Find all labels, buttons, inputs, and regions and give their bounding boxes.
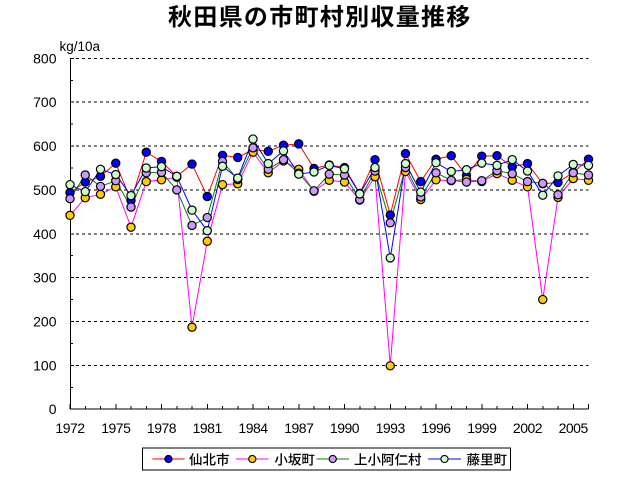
svg-text:2002: 2002 [513,420,543,436]
svg-text:600: 600 [33,138,57,154]
svg-text:1984: 1984 [238,420,268,436]
svg-text:1987: 1987 [284,420,314,436]
svg-text:1990: 1990 [330,420,360,436]
svg-text:700: 700 [33,94,57,110]
svg-text:1978: 1978 [147,420,177,436]
svg-text:1999: 1999 [467,420,497,436]
svg-text:100: 100 [33,357,57,373]
svg-text:1981: 1981 [193,420,223,436]
svg-text:0: 0 [49,401,57,417]
svg-text:1996: 1996 [421,420,451,436]
svg-text:2005: 2005 [559,420,589,436]
svg-text:1972: 1972 [55,420,85,436]
svg-text:300: 300 [33,270,57,286]
svg-text:kg/10a: kg/10a [60,39,101,54]
svg-text:1993: 1993 [376,420,406,436]
svg-text:400: 400 [33,226,57,242]
svg-text:200: 200 [33,314,57,330]
svg-text:500: 500 [33,182,57,198]
svg-text:1975: 1975 [101,420,131,436]
svg-text:800: 800 [33,50,57,66]
